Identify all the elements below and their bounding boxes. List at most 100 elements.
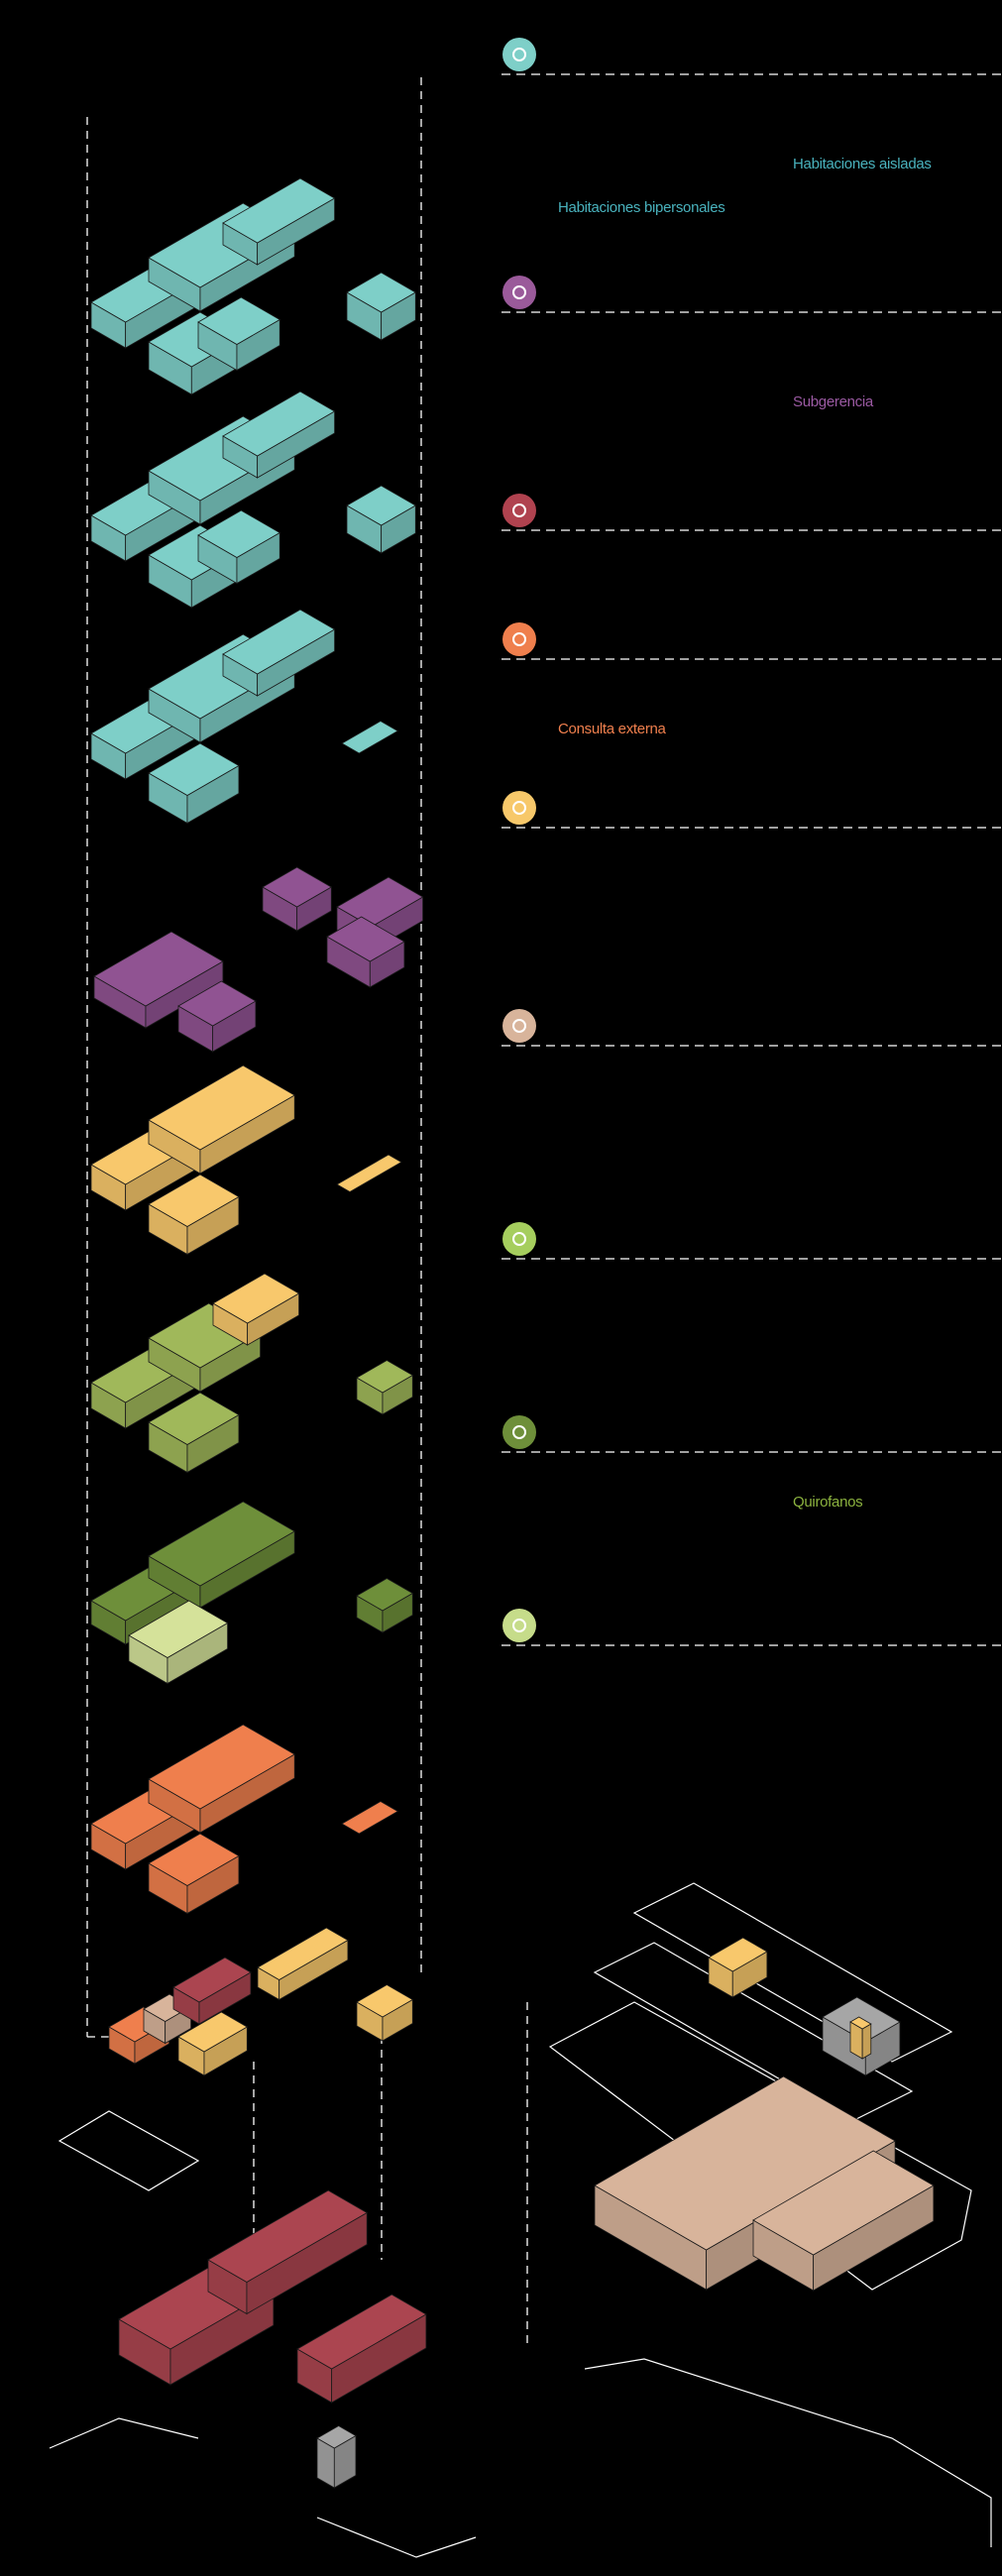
building-block (316, 2425, 357, 2489)
lab-icon (501, 1415, 1002, 1453)
building-icon (502, 791, 536, 825)
building-block (346, 485, 417, 554)
block-top (222, 391, 336, 457)
block-top (346, 272, 417, 313)
building-block (356, 1984, 414, 2042)
block-top (752, 2150, 935, 2256)
cutlery-icon (501, 1009, 1002, 1047)
parking-outline (57, 2110, 200, 2191)
building-block (262, 866, 333, 932)
building-block (356, 1360, 414, 1415)
site-road (49, 2417, 477, 2558)
building-block (148, 742, 240, 825)
building-block (148, 1174, 240, 1256)
block-top (148, 1174, 240, 1227)
building-block (207, 2189, 369, 2315)
building-block (222, 609, 336, 697)
icon-glyph (512, 1019, 526, 1033)
block-top (356, 1578, 414, 1612)
main-building-block (752, 2150, 935, 2292)
block-top (222, 609, 336, 675)
site-road (584, 2358, 992, 2547)
flask-icon (502, 1609, 536, 1642)
block-top (316, 2425, 357, 2449)
block-top (212, 1273, 300, 1324)
label-consulta-externa: Consulta externa (558, 721, 666, 737)
block-side (861, 2023, 872, 2060)
building-block (177, 980, 257, 1053)
floor-stack (90, 177, 427, 2489)
building-block (148, 1064, 296, 1175)
block-top (356, 1360, 414, 1394)
icon-glyph (512, 632, 526, 646)
floor-urgencias (90, 1724, 399, 1915)
building-block (148, 1833, 240, 1915)
icon-glyph (512, 504, 526, 517)
building-block (222, 391, 336, 479)
ambulance-icon (501, 494, 1002, 531)
floor-habitaciones-3 (90, 609, 399, 825)
building-block (222, 177, 336, 266)
floor-subgerencia (93, 866, 424, 1053)
stethoscope-icon (502, 622, 536, 656)
building-block (148, 1724, 296, 1834)
block-top (296, 2294, 427, 2370)
building-block (128, 1600, 229, 1685)
bed-icon (501, 38, 1002, 75)
icon-glyph (512, 1232, 526, 1246)
icon-glyph (512, 285, 526, 299)
building-block (197, 509, 281, 585)
lab-icon (502, 1415, 536, 1449)
label-quirofanos: Quirofanos (793, 1494, 863, 1511)
block-top (93, 931, 224, 1007)
annex-block (849, 2016, 872, 2060)
block-top (148, 1724, 296, 1810)
building-block (172, 1957, 252, 2025)
parking-outline (593, 1942, 914, 2122)
label-habitaciones-aisladas: Habitaciones aisladas (793, 156, 932, 172)
building-block (177, 2011, 249, 2076)
bandage-icon (501, 1222, 1002, 1260)
block-top (207, 2189, 369, 2283)
block-top (172, 1957, 252, 2003)
floor-quirofanos (90, 1501, 414, 1685)
ambulance-icon (502, 494, 536, 527)
bandage-icon (502, 1222, 536, 1256)
block-top (177, 980, 257, 1027)
block-top (128, 1600, 229, 1658)
gear-icon (501, 276, 1002, 313)
cutlery-icon (502, 1009, 536, 1043)
block-top (148, 1392, 240, 1445)
block-top (148, 1064, 296, 1151)
block-top (197, 509, 281, 558)
building-block (257, 1927, 349, 2001)
block-top (177, 2011, 249, 2053)
floor-laboratorio (90, 1273, 414, 1474)
block-top (148, 742, 240, 796)
gear-icon (502, 276, 536, 309)
building-block (197, 296, 281, 372)
floor-servicios (108, 1927, 414, 2076)
floor-consulta-externa (90, 1064, 402, 1256)
block-top (849, 2016, 872, 2030)
building-icon (501, 791, 1002, 829)
floor-slab (336, 1154, 402, 1192)
kiosk-block (708, 1937, 768, 1998)
building-block (356, 1578, 414, 1633)
block-top (148, 1501, 296, 1587)
site-plan (49, 1882, 992, 2558)
block-top (197, 296, 281, 345)
block-top (594, 2075, 896, 2251)
block-top (326, 916, 405, 962)
icon-glyph (512, 801, 526, 815)
block-top (708, 1937, 768, 1972)
icon-glyph (512, 1425, 526, 1439)
building-block (212, 1273, 300, 1346)
stethoscope-icon (501, 622, 1002, 660)
bed-icon (502, 38, 536, 71)
floor-slab (341, 1801, 399, 1835)
floor-habitaciones-2 (90, 391, 417, 609)
floor-habitaciones-1 (90, 177, 417, 395)
block-top (346, 485, 417, 526)
